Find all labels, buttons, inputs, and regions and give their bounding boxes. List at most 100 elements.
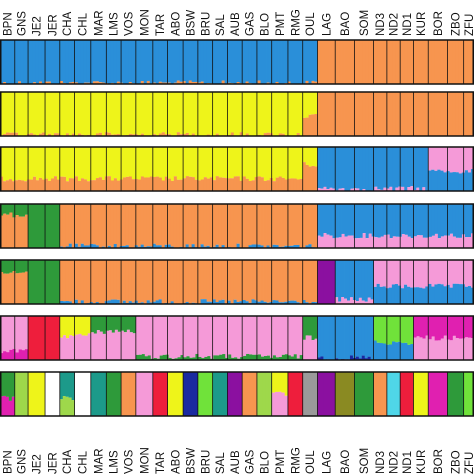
bar-pink: [249, 316, 253, 355]
bar-yellow: [110, 92, 115, 135]
bar-yellow: [89, 92, 94, 136]
bar-blue: [152, 243, 157, 248]
bar-orange: [257, 80, 261, 84]
bar-orange: [215, 133, 220, 136]
bar-purple: [236, 372, 240, 416]
bar-pink: [458, 338, 463, 360]
structure-segment-nd3-nd3: [373, 372, 388, 416]
bar-yellow: [113, 92, 118, 135]
bar-blue: [317, 316, 321, 358]
structure-segment-pmt-pmt: [271, 372, 289, 416]
bar-magenta: [15, 352, 20, 360]
bar-blue: [382, 286, 387, 304]
bar-yellow: [42, 372, 46, 416]
bar-pink: [353, 238, 358, 248]
bar-yellow: [69, 316, 73, 336]
bar-orange: [197, 204, 202, 248]
bar-yellow: [11, 147, 16, 182]
bar-orange: [236, 204, 240, 244]
bar-orange: [281, 204, 285, 247]
bar-orange: [344, 40, 348, 84]
bar-orange: [116, 204, 121, 248]
bar-orange: [296, 133, 301, 136]
population-label-top-nd1: ND1: [402, 13, 414, 36]
structure-segment-mon-mon: [135, 372, 154, 416]
bar-blue: [113, 299, 118, 304]
bar-blue: [407, 286, 411, 304]
bar-blue: [392, 204, 397, 237]
bar-orange: [218, 177, 223, 191]
bar-orange: [446, 40, 451, 84]
bar-pink: [446, 260, 451, 285]
bar-magenta: [2, 395, 7, 416]
bar-orange: [113, 204, 118, 244]
bar-pink: [467, 147, 472, 173]
bar-orange: [122, 204, 127, 246]
bar-pink: [452, 335, 457, 360]
bar-orange: [131, 134, 136, 136]
bar-blue: [239, 40, 244, 84]
bar-pink: [455, 147, 460, 173]
bar-grey: [305, 372, 310, 416]
bar-orange: [194, 179, 199, 191]
bar-blue: [359, 147, 363, 191]
bar-yellow: [81, 316, 86, 336]
bar-blue: [296, 302, 300, 304]
bar-orange: [212, 180, 217, 191]
bar-blue: [344, 260, 348, 299]
bar-orange: [323, 40, 327, 84]
structure-segment-lag-zfu: [317, 204, 474, 248]
structure-segment-lag-som: [317, 316, 374, 360]
structure-segment-blo-blo: [256, 372, 273, 416]
bar-pink: [126, 329, 131, 360]
bar-orange: [305, 260, 309, 303]
bar-orange: [338, 92, 342, 136]
bar-orange: [245, 178, 250, 191]
bar-pink: [347, 235, 351, 248]
bar-yellow: [191, 92, 196, 134]
structure-segment-lag-lag: [317, 260, 336, 304]
bar-pink: [275, 316, 280, 358]
bar-yellow: [17, 92, 22, 136]
bar-pink: [467, 237, 472, 248]
bar-pink: [329, 235, 333, 248]
bar-green: [302, 316, 307, 340]
bar-blue: [251, 299, 255, 304]
bar-blue: [239, 301, 243, 304]
population-label-bottom-kur: KUR: [416, 450, 428, 474]
bar-pink: [320, 188, 324, 191]
bar-yellow: [131, 92, 136, 135]
bar-magenta: [419, 316, 423, 338]
bar-orange: [122, 260, 127, 301]
bar-blue: [149, 40, 154, 84]
bar-orange: [98, 260, 103, 304]
bar-pink: [368, 233, 373, 248]
population-label-top-abo: ABO: [170, 12, 182, 36]
bar-blue: [158, 299, 163, 304]
bar-green: [138, 354, 143, 360]
bar-orange: [137, 260, 142, 304]
bar-blue: [391, 284, 396, 304]
bar-pink: [3, 316, 7, 352]
bar-orange: [161, 180, 166, 191]
bar-orange: [350, 92, 354, 136]
bar-orange: [173, 176, 178, 191]
bar-green: [272, 355, 277, 360]
bar-blue: [140, 302, 145, 304]
bar-blue: [164, 40, 169, 83]
population-label-top-zfu: ZFU: [464, 14, 474, 36]
bar-pink: [228, 316, 232, 355]
bar-blue: [446, 284, 451, 304]
bar-pink: [246, 316, 250, 354]
bar-green: [314, 316, 318, 339]
bar-pink: [370, 299, 374, 304]
bar-blue: [287, 40, 291, 82]
bar-orange: [146, 204, 151, 247]
bar-blue: [470, 169, 474, 191]
bar-orange: [368, 92, 373, 136]
structure-segment-lag-kur: [317, 147, 429, 191]
bar-pink: [464, 260, 469, 287]
bar-blue: [128, 40, 133, 83]
bar-blue: [89, 243, 94, 248]
